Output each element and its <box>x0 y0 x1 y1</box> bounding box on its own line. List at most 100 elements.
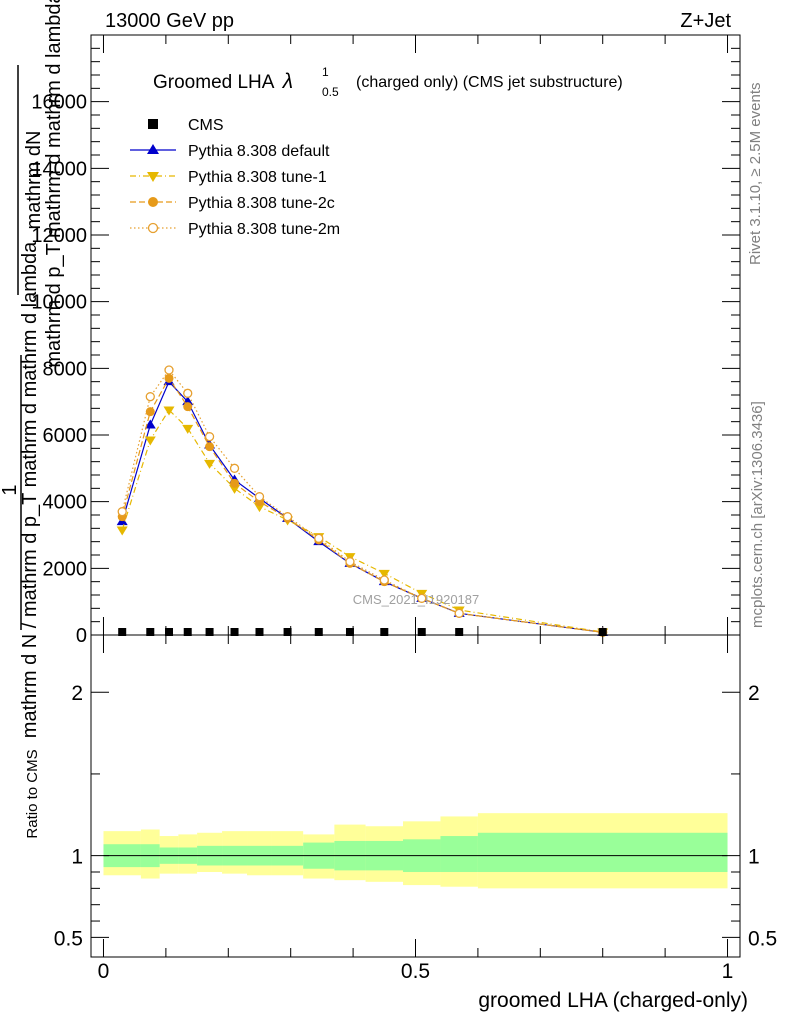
legend-entry-pythia-8-308-tune-1: Pythia 8.308 tune-1 <box>130 169 327 186</box>
main-axis-ticks: 0 2000 4000 6000 8000 10000 12000 14000 16000 <box>31 35 740 647</box>
data-point-cms <box>146 628 155 636</box>
data-point-pythia-8-308-tune-2m <box>204 432 215 442</box>
main-ytick-label: 14000 <box>31 158 87 180</box>
series-line-pythia-8-308-tune-2m <box>121 369 603 633</box>
data-point-pythia-8-308-tune-1 <box>116 526 128 536</box>
data-point-pythia-8-308-tune-2m <box>145 392 155 402</box>
data-point-pythia-8-308-default <box>144 419 156 429</box>
main-ytick-label: 4000 <box>43 492 88 514</box>
data-point-pythia-8-308-tune-1 <box>182 424 194 434</box>
legend-marker <box>148 197 158 207</box>
ratio-xtick-label: 1 <box>722 960 734 983</box>
ratio-xtick-label: 0 <box>98 960 110 983</box>
main-ytick-label: 0 <box>76 625 87 647</box>
data-point-cms <box>380 628 389 636</box>
main-series-group <box>116 365 609 638</box>
data-point-cms <box>314 628 323 636</box>
data-point-pythia-8-308-tune-2m <box>454 608 464 618</box>
legend: CMS Pythia 8.308 default Pythia 8.308 tune… <box>130 117 340 238</box>
main-ytick-label: 12000 <box>31 225 87 247</box>
ratio-stat-band-bin <box>440 836 478 873</box>
data-point-pythia-8-308-tune-2m <box>183 388 193 398</box>
main-ytick-label: 8000 <box>43 358 88 380</box>
data-point-cms <box>230 628 239 636</box>
ratio-plot-frame <box>90 634 741 958</box>
ratio-ytick-label-right: 2 <box>748 682 760 705</box>
ratio-bands <box>103 813 728 889</box>
ratio-ytick-label-right: 0.5 <box>748 927 777 950</box>
legend-entry-pythia-8-308-tune-2m: Pythia 8.308 tune-2m <box>130 221 340 238</box>
beam-label: 13000 GeV pp <box>105 10 234 32</box>
legend-marker <box>147 144 159 154</box>
series-line-pythia-8-308-tune-2c <box>121 377 603 633</box>
data-point-pythia-8-308-tune-2m <box>282 512 293 522</box>
data-point-cms <box>598 628 607 636</box>
ratio-ylabel: Ratio to CMS <box>24 749 41 838</box>
legend-entry-pythia-8-308-default: Pythia 8.308 default <box>130 143 330 160</box>
main-ytick-label: 16000 <box>31 92 87 114</box>
ratio-ytick-label: 1 <box>71 846 83 869</box>
main-ytick-label: 2000 <box>43 558 88 580</box>
series-cms <box>118 628 607 636</box>
data-point-cms <box>165 628 174 636</box>
ratio-ytick-label-right: 1 <box>748 846 760 869</box>
legend-label: Pythia 8.308 tune-1 <box>188 169 327 186</box>
data-point-pythia-8-308-tune-2c <box>183 402 193 412</box>
ratio-ytick-label: 2 <box>71 682 83 705</box>
ylabel-top-den: mathrm d p_T mathrm d mathrm d lambda <box>43 0 65 368</box>
ylabel-top-num: mathrm dN <box>23 131 45 230</box>
plot-title-sup: 1 <box>322 65 329 79</box>
data-point-pythia-8-308-tune-1 <box>378 569 390 579</box>
legend-label: Pythia 8.308 tune-2m <box>188 221 340 238</box>
data-point-pythia-8-308-tune-1 <box>144 436 156 446</box>
data-point-pythia-8-308-tune-2m <box>229 463 240 473</box>
plot-title-main: Groomed LHA <box>153 72 275 93</box>
data-point-pythia-8-308-tune-2m <box>117 507 127 517</box>
legend-marker <box>147 172 159 182</box>
data-point-pythia-8-308-tune-1 <box>204 459 216 469</box>
legend-entry-cms: CMS <box>148 117 224 134</box>
data-point-pythia-8-308-tune-2m <box>254 492 265 502</box>
main-ytick-label: 6000 <box>43 425 88 447</box>
data-point-cms <box>205 628 214 636</box>
plot-title-tail: (charged only) (CMS jet substructure) <box>356 74 623 91</box>
plot-title: Groomed LHA λ 1 0.5 (charged only) (CMS … <box>153 65 623 99</box>
data-point-pythia-8-308-tune-2c <box>145 407 155 417</box>
data-point-pythia-8-308-tune-2c <box>205 442 215 452</box>
legend-label: Pythia 8.308 default <box>188 143 330 160</box>
data-point-pythia-8-308-tune-2c <box>164 373 174 383</box>
ratio-stat-band-bin <box>477 832 728 873</box>
mcplots-label: mcplots.cern.ch [arXiv:1306.3436] <box>749 401 766 628</box>
data-point-cms <box>345 628 354 636</box>
ratio-axis-ticks: 0.5 0.5 1 1 2 2 0 0.5 1 <box>54 635 777 983</box>
legend-marker <box>148 119 158 129</box>
legend-label: CMS <box>188 117 224 134</box>
data-point-pythia-8-308-tune-2m <box>314 533 324 543</box>
data-point-pythia-8-308-tune-2c <box>230 478 240 488</box>
main-ytick-label: 10000 <box>31 292 87 314</box>
ratio-xtick-label: 0.5 <box>401 960 430 983</box>
plot-title-sub: 0.5 <box>322 85 339 99</box>
data-point-pythia-8-308-tune-2m <box>345 557 355 567</box>
series-line-pythia-8-308-tune-1 <box>121 409 603 633</box>
main-ylabel: mathrm dN mathrm d p_T mathrm d mathrm d… <box>0 0 65 738</box>
legend-entry-pythia-8-308-tune-2c: Pythia 8.308 tune-2c <box>130 195 335 212</box>
analysis-watermark: CMS_2021_I1920187 <box>353 592 480 607</box>
process-label: Z+Jet <box>680 10 731 32</box>
legend-label: Pythia 8.308 tune-2c <box>188 195 335 212</box>
data-point-cms <box>417 628 426 636</box>
plot-title-symbol: λ <box>282 70 293 93</box>
data-point-pythia-8-308-tune-2m <box>379 575 389 585</box>
x-axis-label: groomed LHA (charged-only) <box>478 989 748 1012</box>
svg-text:Groomed LHA λ: Groomed LHA λ <box>153 70 293 93</box>
rivet-version-label: Rivet 3.1.10, ≥ 2.5M events <box>747 83 764 266</box>
ylabel-one: 1 <box>0 484 21 495</box>
data-point-cms <box>455 628 464 636</box>
ylabel-den: mathrm d N / mathrm d p_T mathrm d mathr… <box>19 241 41 738</box>
data-point-pythia-8-308-tune-1 <box>253 503 265 513</box>
legend-marker <box>147 222 159 234</box>
data-point-cms <box>283 628 292 636</box>
data-point-pythia-8-308-tune-2m <box>164 365 174 375</box>
data-point-cms <box>255 628 264 636</box>
